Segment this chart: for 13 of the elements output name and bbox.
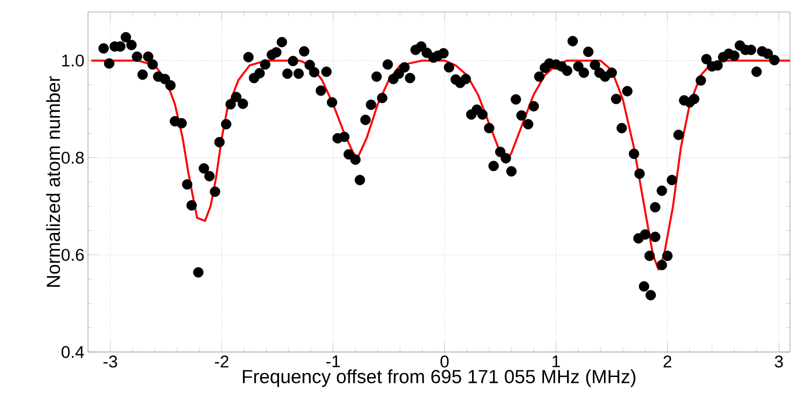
x-tick-label: -2 (214, 356, 228, 368)
y-tick-label: 0.4 (62, 346, 84, 358)
y-axis-title: Normalized atom number (46, 76, 60, 287)
x-axis-title: Frequency offset from 695 171 055 MHz (MHz) (242, 369, 636, 388)
x-tick-label: -3 (104, 356, 118, 368)
x-tick-label: 0 (440, 356, 449, 368)
x-tick-label: 3 (774, 356, 783, 368)
x-tick-label: -1 (326, 356, 340, 368)
x-tick-label: 2 (664, 356, 672, 368)
y-tick-label: 0.8 (62, 152, 84, 164)
y-tick-label: 0.6 (62, 248, 84, 261)
y-tick-label: 1.0 (62, 54, 84, 67)
x-tick-label: 1 (552, 356, 560, 368)
